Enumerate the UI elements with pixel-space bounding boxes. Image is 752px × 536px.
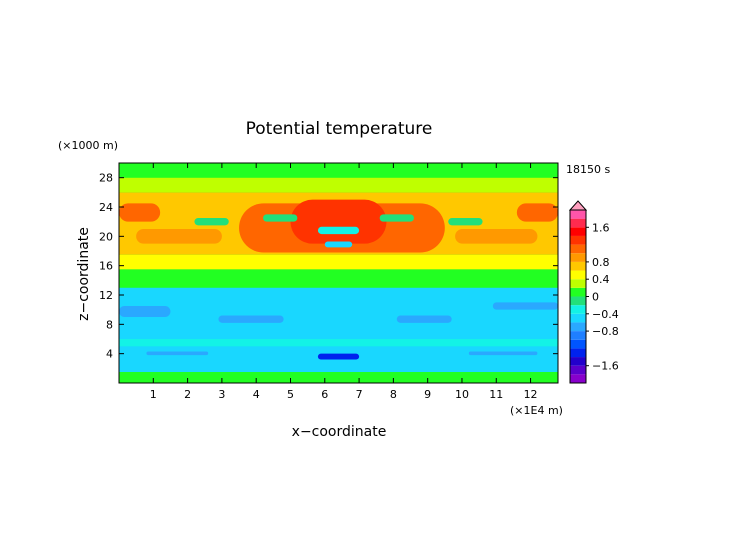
heatmap-cell [119,177,558,193]
colorbar-swatch [570,261,586,271]
x-tick-label: 10 [455,388,469,401]
heatmap-cell [119,372,558,383]
x-tick-label: 8 [390,388,397,401]
x-tick-label: 12 [524,388,538,401]
colorbar-swatch [570,313,586,323]
colorbar-swatch [570,235,586,245]
y-tick-label: 12 [99,289,113,302]
colorbar-label: 0.4 [592,273,610,286]
heatmap-cell [317,353,360,360]
heatmap-cell [317,226,360,235]
heatmap-field [119,163,558,383]
heatmap-cell [119,163,558,178]
heatmap-cell [455,229,538,244]
heatmap-cell [468,351,538,356]
colorbar-label: 0.8 [592,256,610,269]
colorbar-swatch [570,357,586,366]
chart-title: Potential temperature [246,119,433,139]
colorbar-swatch [570,374,586,383]
y-tick-label: 4 [106,348,113,361]
x-tick-label: 6 [321,388,328,401]
y-axis-label: z−coordinate [76,227,92,321]
plot-frame [118,162,559,384]
colorbar-swatch [570,296,586,306]
x-tick-label: 3 [218,388,225,401]
heatmap-cell [119,339,558,347]
colorbar-swatch [570,348,586,358]
colorbar-swatch [570,331,586,340]
colorbar-swatch [570,227,586,236]
colorbar: 1.6 0.8 0.4 0 −0.4 −0.8 −1.6 [568,200,619,384]
heatmap-cell [290,199,387,244]
y-unit-label: (×1000 m) [58,139,118,152]
colorbar-swatch [570,339,586,349]
heatmap-cell [396,315,452,323]
x-unit-label: (×1E4 m) [510,404,563,417]
colorbar-label: −0.4 [592,308,619,321]
heatmap-cell [119,269,558,288]
colorbar-swatch [570,253,586,262]
heatmap-cell [379,214,414,222]
heatmap-cell [119,306,171,317]
heatmap-cell [194,218,229,226]
heatmap-cell [263,214,298,222]
heatmap-cell [218,315,284,323]
y-tick-label: 24 [99,201,113,214]
colorbar-swatch [570,365,586,375]
y-tick-label: 16 [99,260,113,273]
heatmap-cell [516,203,558,222]
colorbar-swatch [570,287,586,297]
x-tick-label: 4 [253,388,260,401]
heatmap-cell [324,241,353,248]
heatmap-cell [119,203,161,222]
heatmap-cell [119,254,558,270]
colorbar-swatch [570,305,586,314]
colorbar-swatch [570,279,586,288]
heatmap-cell [448,218,483,226]
colorbar-swatch [570,218,586,228]
colorbar-label: −1.6 [592,360,619,373]
x-tick-label: 7 [356,388,363,401]
x-tick-label: 9 [424,388,431,401]
y-tick-label: 28 [99,172,113,185]
time-label: 18150 s [566,163,610,176]
colorbar-overflow-triangle [568,200,588,211]
colorbar-swatch [570,322,586,332]
x-axis-label: x−coordinate [292,424,387,440]
colorbar-swatch [570,270,586,280]
y-tick-label: 8 [106,318,113,331]
colorbar-swatch [570,210,586,219]
y-tick-label: 20 [99,230,113,243]
x-tick-label: 5 [287,388,294,401]
x-tick-label: 2 [184,388,191,401]
heatmap-cell [136,229,222,244]
colorbar-label: 1.6 [592,221,610,234]
colorbar-label: 0 [592,291,599,304]
x-tick-label: 11 [489,388,503,401]
colorbar-label: −0.8 [592,325,619,338]
x-tick-label: 1 [150,388,157,401]
heatmap-cell [492,302,558,310]
heatmap-cell [146,351,209,356]
colorbar-swatch [570,244,586,254]
